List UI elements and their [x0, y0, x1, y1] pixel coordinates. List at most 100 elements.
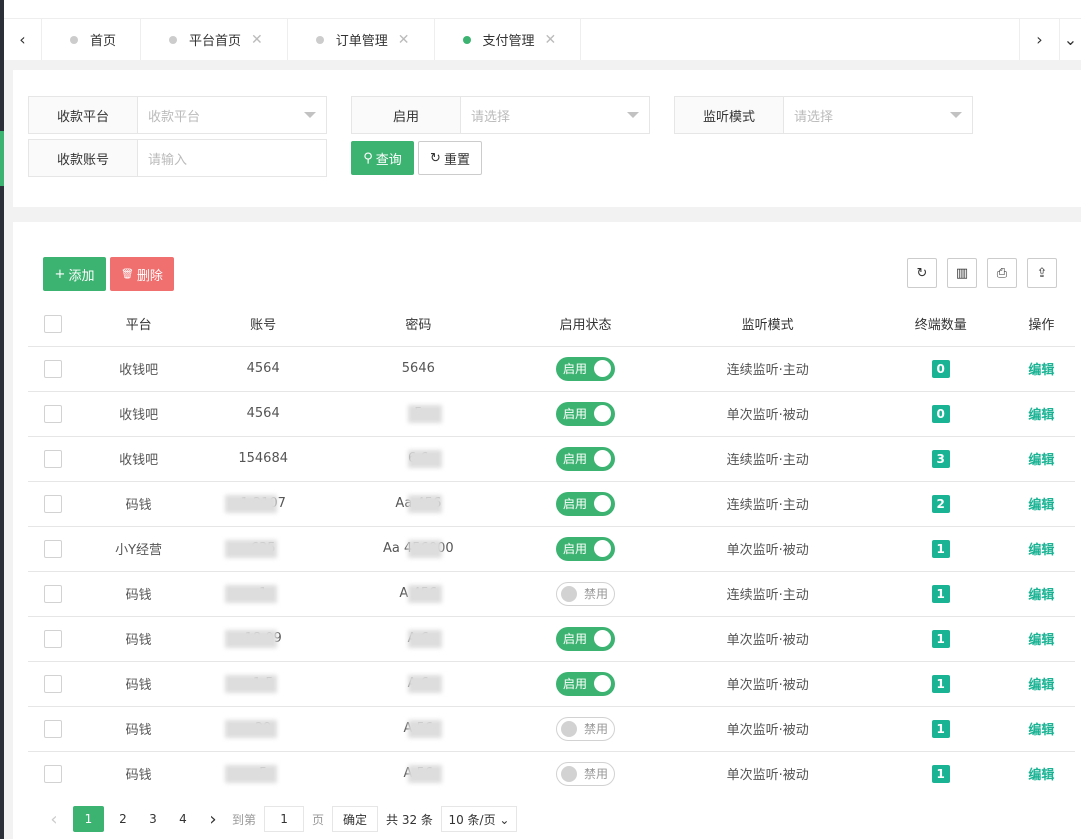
row-checkbox[interactable] — [44, 449, 62, 468]
row-checkbox[interactable] — [44, 764, 62, 783]
mode-cell: 连续监听·主动 — [661, 435, 874, 481]
platform-cell: 码钱 — [78, 480, 200, 526]
enabled-select[interactable]: 请选择 — [471, 109, 511, 125]
edit-link[interactable]: 编辑 — [1028, 408, 1055, 423]
status-toggle[interactable]: 启用 — [556, 491, 616, 516]
row-checkbox[interactable] — [44, 494, 62, 513]
mode-cell: 单次监听·被动 — [661, 750, 874, 796]
enabled-filter[interactable]: 启用 请选择 — [351, 96, 650, 134]
toggle-label: 禁用 — [584, 767, 609, 782]
page-4[interactable]: 4 — [179, 812, 187, 826]
count-cell: 1 — [873, 750, 1008, 796]
tab-label: 平台首页 — [189, 34, 242, 49]
tab-0[interactable]: 首页 — [42, 19, 142, 60]
action-cell: 编辑 — [1007, 480, 1075, 526]
close-icon[interactable]: ✕ — [397, 31, 410, 48]
edit-link[interactable]: 编辑 — [1028, 453, 1055, 468]
tab-3[interactable]: 支付管理 ✕ — [435, 19, 582, 60]
close-icon[interactable]: ✕ — [544, 31, 557, 48]
next-page-icon[interactable]: › — [209, 808, 217, 830]
close-icon[interactable]: ✕ — [251, 31, 263, 48]
row-checkbox[interactable] — [44, 719, 62, 738]
edit-link[interactable]: 编辑 — [1028, 498, 1055, 513]
account-filter[interactable]: 收款账号 请输入 — [28, 139, 327, 177]
tab-1[interactable]: 平台首页 ✕ — [141, 19, 288, 60]
tab-scroll-right-icon[interactable]: › — [1019, 19, 1059, 60]
edit-link[interactable]: 编辑 — [1028, 678, 1055, 693]
edit-link[interactable]: 编辑 — [1028, 363, 1055, 378]
reset-button[interactable]: ↻ 重置 — [418, 141, 482, 175]
status-toggle[interactable]: 启用 — [556, 626, 616, 651]
confirm-button[interactable]: 确定 — [332, 806, 379, 832]
edit-link[interactable]: 编辑 — [1028, 543, 1055, 558]
page-1[interactable]: 1 — [73, 806, 104, 832]
toggle-label: 启用 — [563, 407, 588, 421]
row-checkbox[interactable] — [44, 629, 62, 648]
mode-select[interactable]: 请选择 — [794, 109, 834, 125]
table-panel: + 添加 🗑 删除 ↻ ▥ ⎙ ⇪ 平台 账号 密码 启用状态 监听模式 终端数量 操作 收钱吧… — [13, 222, 1081, 839]
column-header: 密码 — [405, 318, 432, 334]
platform-cell: 收钱吧 — [78, 435, 200, 481]
row-checkbox[interactable] — [44, 539, 62, 558]
status-toggle[interactable]: 启用 — [556, 671, 616, 696]
toggle-knob — [561, 585, 578, 602]
row-checkbox[interactable] — [44, 359, 62, 378]
export-icon[interactable]: ⇪ — [1027, 258, 1057, 288]
select-all-checkbox[interactable] — [44, 314, 62, 333]
edit-link[interactable]: 编辑 — [1028, 723, 1055, 738]
prev-page-icon[interactable]: ‹ — [50, 808, 58, 830]
toggle-knob — [561, 765, 578, 782]
page-input[interactable]: 1 — [264, 806, 305, 832]
row-checkbox[interactable] — [44, 404, 62, 423]
tab-menu-chevron-down-icon[interactable]: ⌄ — [1059, 19, 1081, 60]
status-toggle[interactable]: 启用 — [556, 401, 616, 426]
page-3[interactable]: 3 — [149, 812, 157, 826]
table-row: 码钱18 09A 6 启用 单次监听·被动 1 编辑 — [28, 615, 1075, 661]
edit-link[interactable]: 编辑 — [1028, 588, 1055, 603]
platform-filter[interactable]: 收款平台 收款平台 — [28, 96, 327, 134]
status-toggle[interactable]: 启用 — [556, 446, 616, 471]
redacted-blur — [408, 449, 443, 468]
row-checkbox[interactable] — [44, 674, 62, 693]
tab-2[interactable]: 订单管理 ✕ — [288, 19, 435, 60]
toggle-label: 启用 — [563, 497, 588, 511]
account-cell: 635 — [199, 525, 328, 571]
status-cell: 禁用 — [509, 750, 662, 796]
status-toggle[interactable]: 禁用 — [556, 581, 616, 606]
column-header: 监听模式 — [741, 318, 794, 334]
page-unit-label: 页 — [312, 812, 325, 827]
password-value: 5646 — [401, 361, 435, 376]
tab-scroll-left-icon[interactable]: ‹ — [4, 19, 42, 60]
count-cell: 3 — [873, 435, 1008, 481]
password-cell: A 56 — [327, 750, 510, 796]
table-row: 收钱吧 154684 6 6 启用 连续监听·主动 3 编辑 — [28, 435, 1075, 481]
tab-label: 支付管理 — [482, 34, 535, 49]
page-size-select[interactable]: 10 条/页 ⌄ — [440, 806, 517, 832]
status-toggle[interactable]: 启用 — [556, 356, 616, 381]
platform-cell: 码钱 — [78, 570, 200, 616]
sidebar — [0, 0, 4, 839]
checkbox-cell — [28, 705, 78, 751]
row-checkbox[interactable] — [44, 584, 62, 603]
mode-filter[interactable]: 监听模式 请选择 — [674, 96, 973, 134]
sidebar-active-indicator — [0, 131, 4, 186]
delete-button[interactable]: 🗑 删除 — [110, 257, 174, 291]
status-toggle[interactable]: 禁用 — [556, 716, 616, 741]
add-button[interactable]: + 添加 — [43, 257, 106, 291]
page-2[interactable]: 2 — [119, 812, 127, 826]
status-toggle[interactable]: 启用 — [556, 536, 616, 561]
toggle-knob — [594, 360, 612, 377]
print-icon[interactable]: ⎙ — [987, 258, 1017, 288]
refresh-icon[interactable]: ↻ — [907, 258, 937, 288]
platform-select[interactable]: 收款平台 — [148, 109, 201, 125]
status-toggle[interactable]: 禁用 — [556, 761, 616, 786]
checkbox-cell — [28, 390, 78, 436]
edit-link[interactable]: 编辑 — [1028, 768, 1055, 784]
account-input[interactable]: 请输入 — [148, 152, 188, 168]
edit-link[interactable]: 编辑 — [1028, 633, 1055, 648]
columns-icon[interactable]: ▥ — [947, 258, 977, 288]
checkbox-cell — [28, 525, 78, 571]
query-button[interactable]: ⚲ 查询 — [351, 141, 414, 175]
redacted-blur — [225, 539, 278, 558]
terminal-count-badge: 1 — [931, 539, 950, 558]
